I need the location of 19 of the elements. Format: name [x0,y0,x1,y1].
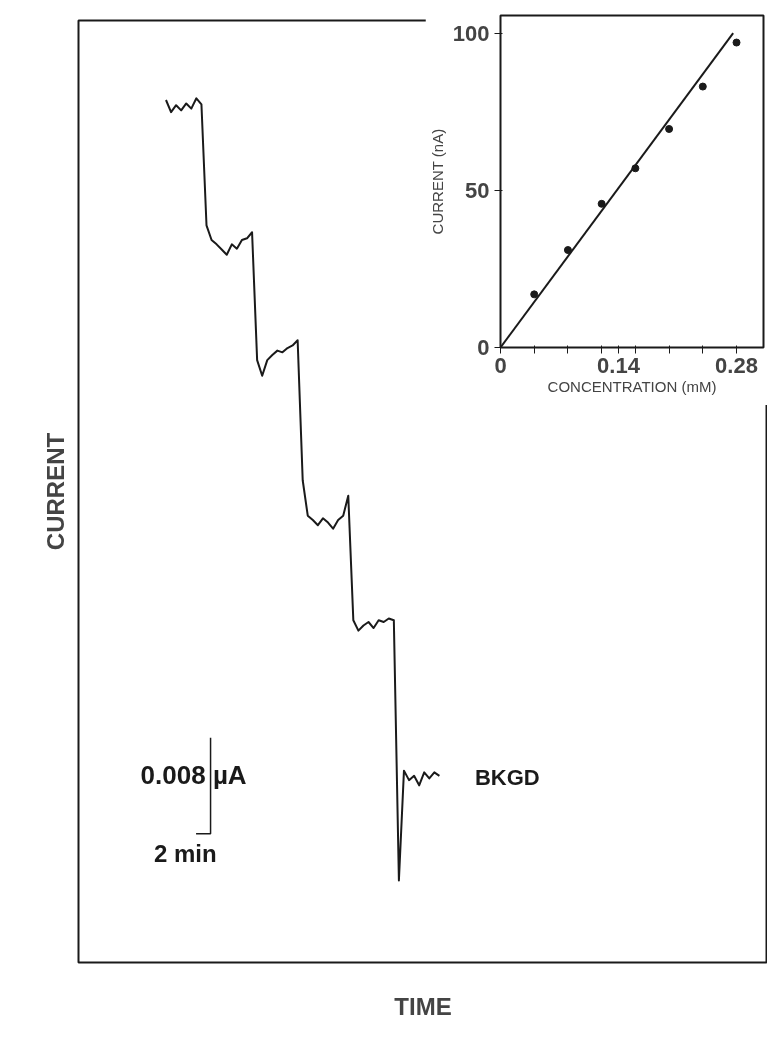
annotation: 2 min [153,840,217,868]
x-axis-title: CONCENTRATION (mM) [547,377,717,395]
x-tick-label: 0.14 [597,352,641,378]
y-tick-label: 0 [477,335,490,360]
text: BKGD [474,764,540,790]
annotation: 0.008 µA [140,759,247,790]
y-tick-label: 50 [465,177,490,203]
point [665,125,674,133]
point [530,290,539,299]
y-axis-title: CURRENT [41,432,69,551]
x-tick-label: 0 [494,352,507,378]
x-tick-label: 0.28 [715,352,758,378]
x-axis-title: TIME [394,992,452,1020]
point [597,199,606,208]
point [698,82,707,91]
y-tick-label: 100 [452,20,490,46]
y-axis-title: CURRENT (nA) [428,128,446,235]
point [732,38,741,47]
point [563,246,572,255]
